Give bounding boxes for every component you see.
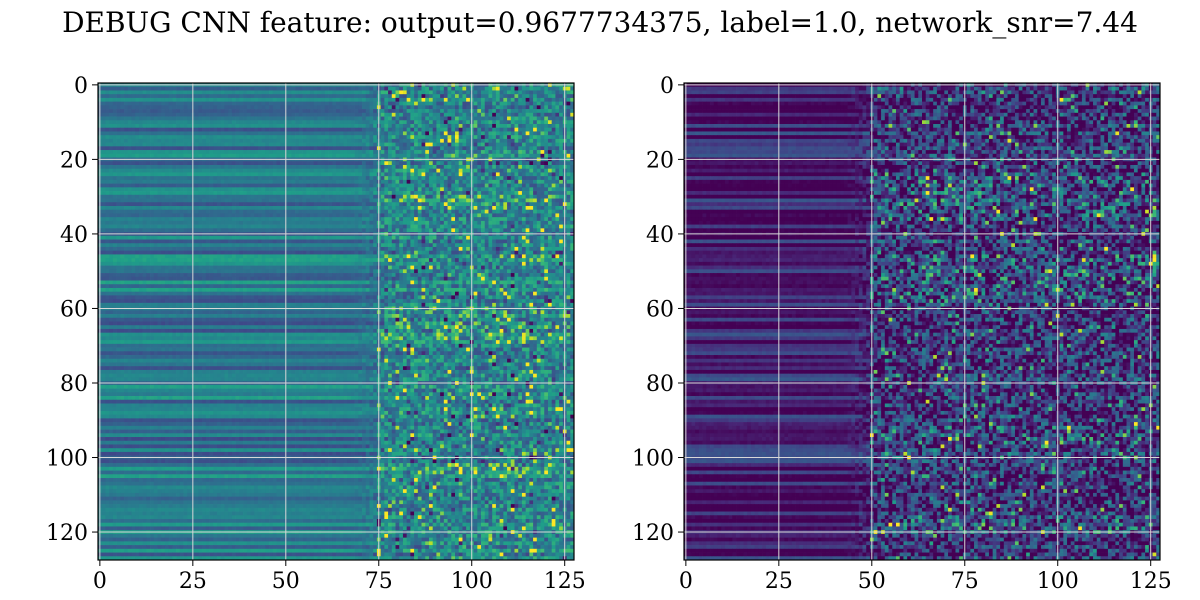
heatmap-cells bbox=[684, 83, 1160, 560]
heatmap-panel-left: 0 25 50 75 100 125 0 20 40 60 80 100 120 bbox=[46, 74, 586, 594]
x-tick-label: 0 bbox=[679, 569, 693, 594]
y-tick-label: 100 bbox=[632, 447, 674, 472]
y-tick-label: 0 bbox=[74, 74, 88, 99]
heatmap-cells bbox=[98, 83, 574, 560]
y-tick-label: 100 bbox=[46, 447, 88, 472]
x-tick-label: 25 bbox=[765, 569, 793, 594]
y-tick-label: 80 bbox=[646, 372, 674, 397]
x-tick-label: 125 bbox=[1130, 569, 1172, 594]
heatmap-panel-right: 0 25 50 75 100 125 0 20 40 60 80 100 120 bbox=[632, 74, 1172, 594]
y-tick-label: 120 bbox=[46, 521, 88, 546]
y-tick-label: 40 bbox=[60, 223, 88, 248]
y-tick-label: 20 bbox=[646, 148, 674, 173]
x-tick-label: 50 bbox=[858, 569, 886, 594]
x-tick-label: 125 bbox=[544, 569, 586, 594]
x-tick-label: 0 bbox=[93, 569, 107, 594]
y-tick-label: 40 bbox=[646, 223, 674, 248]
y-tick-label: 60 bbox=[646, 297, 674, 322]
y-tick-label: 80 bbox=[60, 372, 88, 397]
x-tick-label: 100 bbox=[1037, 569, 1079, 594]
x-tick-label: 25 bbox=[179, 569, 207, 594]
y-tick-label: 20 bbox=[60, 148, 88, 173]
y-tick-label: 120 bbox=[632, 521, 674, 546]
x-tick-label: 100 bbox=[451, 569, 493, 594]
y-tick-label: 0 bbox=[660, 74, 674, 99]
x-tick-label: 75 bbox=[951, 569, 979, 594]
x-tick-label: 75 bbox=[365, 569, 393, 594]
x-tick-label: 50 bbox=[272, 569, 300, 594]
y-tick-label: 60 bbox=[60, 297, 88, 322]
